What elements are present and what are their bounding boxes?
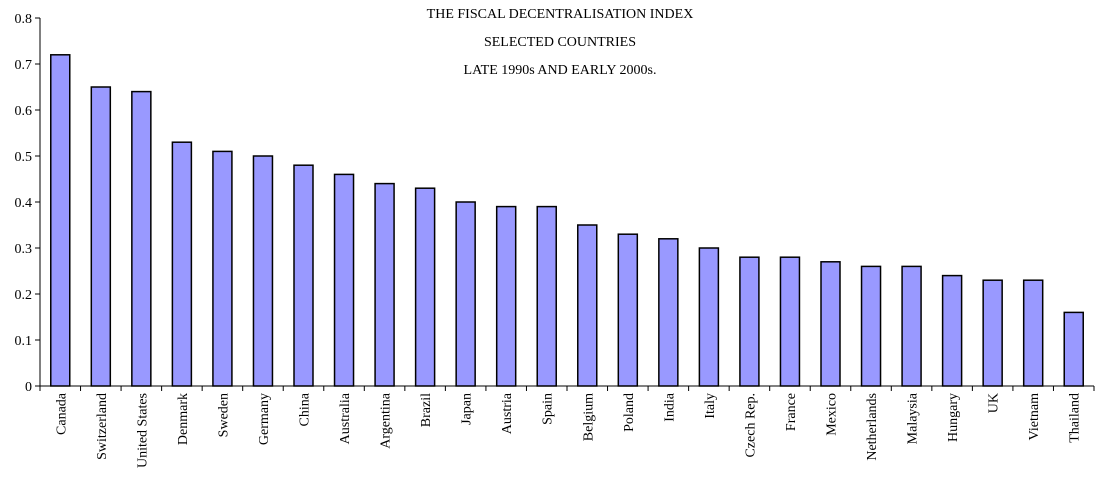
x-tick-label: Italy bbox=[703, 393, 718, 419]
bar bbox=[739, 256, 760, 387]
bar bbox=[495, 205, 517, 387]
bar bbox=[212, 150, 233, 387]
bar bbox=[374, 182, 395, 387]
y-tick-label: 0.2 bbox=[15, 288, 33, 303]
x-tick-label: Sweden bbox=[216, 393, 231, 437]
bar bbox=[90, 86, 112, 387]
x-tick-label: Netherlands bbox=[865, 393, 880, 461]
x-tick-label: Vietnam bbox=[1027, 393, 1042, 440]
chart-title: THE FISCAL DECENTRALISATION INDEX bbox=[427, 7, 694, 22]
x-tick-label: Denmark bbox=[176, 393, 191, 445]
bar bbox=[1022, 279, 1044, 387]
x-tick-label: Spain bbox=[541, 393, 556, 425]
bar bbox=[171, 141, 193, 387]
x-tick-label: Belgium bbox=[581, 393, 596, 441]
x-tick-label: Japan bbox=[460, 393, 475, 425]
bar bbox=[252, 155, 274, 387]
y-tick-label: 0.8 bbox=[15, 12, 33, 27]
x-tick-label: France bbox=[784, 393, 799, 431]
bar bbox=[455, 201, 476, 387]
x-tick-label: Poland bbox=[622, 393, 637, 432]
x-tick-label: Germany bbox=[257, 393, 272, 445]
bar bbox=[131, 90, 152, 387]
y-tick-label: 0.6 bbox=[15, 104, 33, 119]
y-tick-label: 0.5 bbox=[15, 150, 33, 165]
x-tick-label: India bbox=[662, 392, 677, 422]
bar bbox=[658, 238, 679, 387]
x-tick-label: Canada bbox=[54, 392, 69, 435]
bar bbox=[414, 187, 436, 387]
y-tick-label: 0.4 bbox=[15, 196, 33, 211]
x-tick-label: United States bbox=[135, 393, 150, 468]
x-tick-label: Brazil bbox=[419, 393, 434, 427]
x-tick-label: UK bbox=[987, 393, 1002, 413]
bar bbox=[982, 279, 1003, 387]
x-tick-label: Czech Rep. bbox=[743, 393, 758, 458]
x-tick-label: Switzerland bbox=[95, 393, 110, 460]
bar bbox=[50, 54, 71, 387]
bar bbox=[1063, 311, 1084, 387]
bar bbox=[901, 265, 922, 387]
x-tick-label: Malaysia bbox=[906, 392, 921, 444]
x-tick-label: Thailand bbox=[1068, 393, 1083, 443]
y-tick-label: 0.3 bbox=[15, 242, 33, 257]
bar bbox=[941, 274, 963, 387]
y-tick-label: 0 bbox=[25, 380, 32, 395]
bar bbox=[617, 233, 639, 387]
x-tick-label: Argentina bbox=[379, 392, 394, 449]
bar bbox=[820, 261, 841, 387]
y-tick-label: 0.7 bbox=[15, 58, 33, 73]
chart-title: SELECTED COUNTRIES bbox=[484, 35, 636, 50]
x-tick-label: Hungary bbox=[946, 393, 961, 442]
x-tick-label: China bbox=[298, 392, 313, 426]
x-tick-label: Australia bbox=[338, 392, 353, 444]
bar bbox=[779, 256, 801, 387]
x-tick-label: Austria bbox=[500, 392, 515, 434]
bar bbox=[698, 247, 720, 387]
chart-title: LATE 1990s AND EARLY 2000s. bbox=[464, 63, 657, 78]
bar bbox=[860, 265, 882, 387]
bar bbox=[333, 173, 355, 387]
bar bbox=[536, 205, 557, 387]
y-tick-label: 0.1 bbox=[15, 334, 33, 349]
bar bbox=[577, 224, 598, 387]
bar bbox=[293, 164, 314, 387]
x-tick-label: Mexico bbox=[825, 393, 840, 436]
